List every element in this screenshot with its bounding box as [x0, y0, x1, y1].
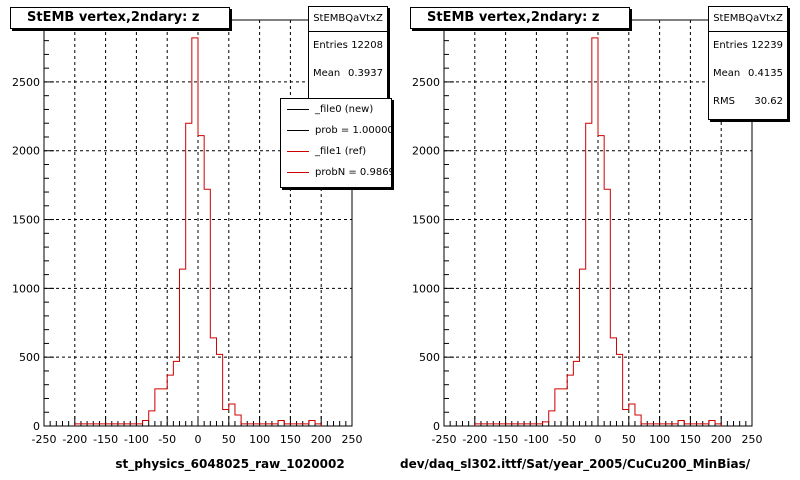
- legend-swatch: [287, 109, 309, 110]
- x-tick-label-5: 0: [195, 433, 202, 446]
- stats-entries-value: 12239: [751, 40, 783, 51]
- x-tick-label-6: 50: [222, 433, 236, 446]
- y-tick-label-1: 500: [19, 351, 40, 364]
- stats-mean-row: Mean 0.4135: [709, 60, 787, 88]
- y-tick-label-0: 0: [33, 420, 40, 433]
- legend-label: probN = 0.986949: [315, 167, 391, 178]
- histogram-panel-left: -250 -200 -150 -100 -50 0 50 100 150 200 250 0 500 10…: [10, 6, 392, 471]
- stats-box: StEMBQaVtxZ Entries 12239 Mean 0.4135 RM…: [708, 6, 788, 120]
- x-tick-label-10: 250: [742, 433, 763, 446]
- stats-rms-value: 30.62: [754, 96, 783, 107]
- stats-rms-label: RMS: [713, 96, 735, 107]
- legend-entry-probn: probN = 0.986949: [281, 162, 391, 183]
- legend-swatch: [287, 151, 309, 152]
- histogram-series-0: [474, 37, 722, 426]
- x-tick-label-7: 100: [649, 433, 670, 446]
- legend-entry-file1: _file1 (ref): [281, 141, 391, 162]
- stats-entries-label: Entries: [313, 40, 348, 51]
- legend-swatch: [287, 130, 309, 131]
- legend-label: _file1 (ref): [315, 146, 367, 157]
- stats-name: StEMBQaVtxZ: [709, 7, 787, 32]
- y-tick-label-4: 2000: [12, 145, 40, 158]
- x-tick-label-7: 100: [249, 433, 270, 446]
- x-tick-label-8: 150: [280, 433, 301, 446]
- x-tick-label-2: -150: [93, 433, 118, 446]
- stats-entries-value: 12208: [351, 40, 383, 51]
- legend-label: _file0 (new): [315, 104, 374, 115]
- x-axis-title: dev/daq_sl302.ittf/Sat/year_2005/CuCu200…: [400, 457, 751, 471]
- stats-mean-value: 0.3937: [348, 68, 383, 79]
- x-tick-label-0: -250: [432, 433, 457, 446]
- stats-entries-row: Entries 12239: [709, 32, 787, 60]
- x-tick-label-1: -200: [462, 433, 487, 446]
- x-tick-label-3: -100: [124, 433, 149, 446]
- x-tick-label-3: -100: [524, 433, 549, 446]
- legend-entry-file0: _file0 (new): [281, 99, 391, 120]
- stats-name: StEMBQaVtxZ: [309, 7, 387, 32]
- histogram-plot-right: -250 -200 -150 -100 -50 0 50 100 150 200 250050010…: [412, 19, 763, 446]
- legend: _file0 (new) prob = 1.000000 _file1 (ref…: [280, 98, 392, 188]
- histogram-series-0: [74, 37, 322, 426]
- y-tick-label-2: 1000: [412, 282, 440, 295]
- y-tick-label-1: 500: [419, 351, 440, 364]
- stats-mean-label: Mean: [313, 68, 341, 79]
- y-tick-label-2: 1000: [12, 282, 40, 295]
- legend-swatch: [287, 172, 309, 173]
- x-tick-label-2: -150: [493, 433, 518, 446]
- histogram-panel-right: -250 -200 -150 -100 -50 0 50 100 150 200 250 0 500 10…: [400, 0, 800, 480]
- x-tick-label-6: 50: [622, 433, 636, 446]
- x-tick-label-8: 150: [680, 433, 701, 446]
- stats-entries-row: Entries 12208: [309, 32, 387, 60]
- x-tick-label-9: 200: [311, 433, 332, 446]
- x-tick-label-4: -50: [558, 433, 576, 446]
- stats-rms-row: RMS 30.62: [709, 88, 787, 116]
- histogram-title: StEMB vertex,2ndary: z: [10, 7, 230, 29]
- stats-mean-label: Mean: [713, 68, 741, 79]
- x-tick-label-9: 200: [711, 433, 732, 446]
- y-tick-label-5: 2500: [12, 76, 40, 89]
- x-axis-title: st_physics_6048025_raw_1020002: [115, 457, 345, 471]
- x-tick-label-1: -200: [62, 433, 87, 446]
- x-tick-label-5: 0: [595, 433, 602, 446]
- stats-box: StEMBQaVtxZ Entries 12208 Mean 0.3937: [308, 6, 388, 100]
- x-tick-label-0: -250: [32, 433, 57, 446]
- y-tick-label-4: 2000: [412, 145, 440, 158]
- legend-entry-prob: prob = 1.000000: [281, 120, 391, 141]
- y-tick-label-0: 0: [433, 420, 440, 433]
- x-tick-label-4: -50: [158, 433, 176, 446]
- y-tick-label-3: 1500: [12, 214, 40, 227]
- stats-entries-label: Entries: [713, 40, 748, 51]
- stats-mean-row: Mean 0.3937: [309, 60, 387, 88]
- legend-label: prob = 1.000000: [315, 125, 392, 136]
- y-tick-label-3: 1500: [412, 214, 440, 227]
- stats-mean-value: 0.4135: [748, 68, 783, 79]
- x-tick-label-10: 250: [342, 433, 363, 446]
- y-tick-label-5: 2500: [412, 76, 440, 89]
- histogram-title: StEMB vertex,2ndary: z: [410, 7, 630, 29]
